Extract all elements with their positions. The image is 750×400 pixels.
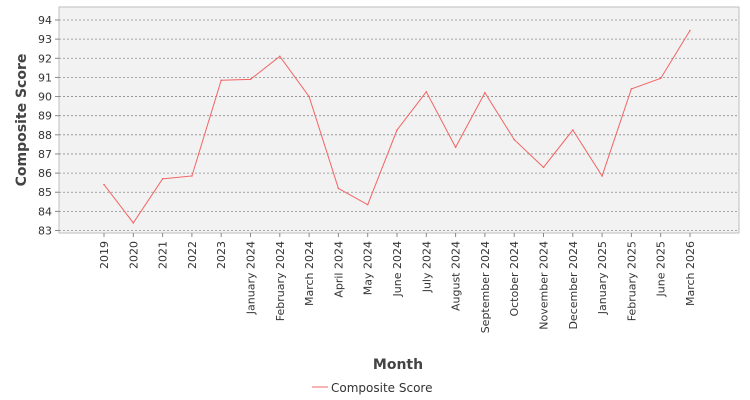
y-tick-label: 92	[38, 52, 52, 65]
x-tick-label: September 2024	[479, 241, 492, 333]
data-point	[249, 78, 252, 81]
data-point	[191, 175, 193, 177]
y-tick-label: 85	[38, 186, 52, 199]
y-axis: 83 84 85 86 87 88 89 90 91 92 93 94	[38, 14, 59, 238]
data-point	[689, 29, 691, 32]
data-point	[161, 178, 164, 180]
gridlines	[59, 19, 739, 231]
x-tick-label: 2019	[98, 241, 111, 269]
y-tick-label: 87	[38, 148, 52, 161]
y-tick-label: 94	[38, 14, 52, 27]
x-tick-label: June 2025	[655, 241, 668, 297]
y-tick-label: 93	[38, 33, 52, 46]
y-tick-label: 84	[38, 205, 52, 218]
legend: Composite Score	[312, 381, 432, 395]
data-point	[103, 183, 105, 186]
x-tick-label: 2021	[157, 241, 170, 269]
x-tick-label: January 2025	[596, 241, 609, 315]
y-tick-label: 91	[38, 71, 52, 84]
x-tick-label: March 2026	[684, 241, 697, 306]
x-tick-label: June 2024	[391, 241, 404, 297]
plot-area	[58, 6, 740, 234]
x-axis: 2019 2020 2021 2022 2023 January 2024 February…	[98, 233, 697, 333]
y-tick-label: 88	[38, 129, 52, 142]
data-point	[220, 79, 222, 82]
x-tick-label: 2020	[127, 241, 140, 269]
data-point	[572, 129, 574, 131]
data-point	[601, 175, 603, 177]
x-tick-label: February 2025	[625, 241, 638, 321]
x-tick-label: August 2024	[450, 241, 463, 311]
legend-label: Composite Score	[331, 381, 432, 395]
data-point	[542, 166, 545, 169]
data-point	[396, 129, 398, 131]
data-point	[337, 187, 340, 190]
x-tick-label: December 2024	[567, 241, 580, 330]
y-tick-label: 86	[38, 167, 52, 180]
x-tick-label: 2022	[186, 241, 199, 269]
x-tick-label: 2023	[215, 241, 228, 269]
data-point	[425, 90, 428, 93]
y-tick-label: 90	[38, 91, 52, 104]
data-point	[484, 91, 486, 94]
x-tick-label: October 2024	[508, 241, 521, 317]
x-tick-label: February 2024	[274, 241, 287, 321]
data-point	[132, 222, 135, 224]
data-point	[659, 77, 662, 80]
data-point	[454, 146, 457, 149]
x-tick-label: May 2024	[362, 241, 375, 295]
y-tick-label: 83	[38, 225, 52, 238]
data-point	[366, 203, 369, 206]
y-tick-label: 89	[38, 110, 52, 123]
x-tick-label: July 2024	[420, 241, 433, 293]
y-axis-title: Composite Score	[14, 54, 30, 187]
data-point	[279, 55, 281, 58]
series-layer	[103, 29, 691, 224]
x-tick-label: March 2024	[303, 241, 316, 306]
x-tick-label: January 2024	[245, 241, 258, 315]
data-point	[308, 95, 310, 98]
data-point	[630, 88, 633, 90]
x-tick-label: April 2024	[332, 241, 345, 298]
x-axis-title: Month	[373, 357, 423, 373]
x-tick-label: November 2024	[538, 241, 551, 330]
data-point	[513, 138, 515, 141]
